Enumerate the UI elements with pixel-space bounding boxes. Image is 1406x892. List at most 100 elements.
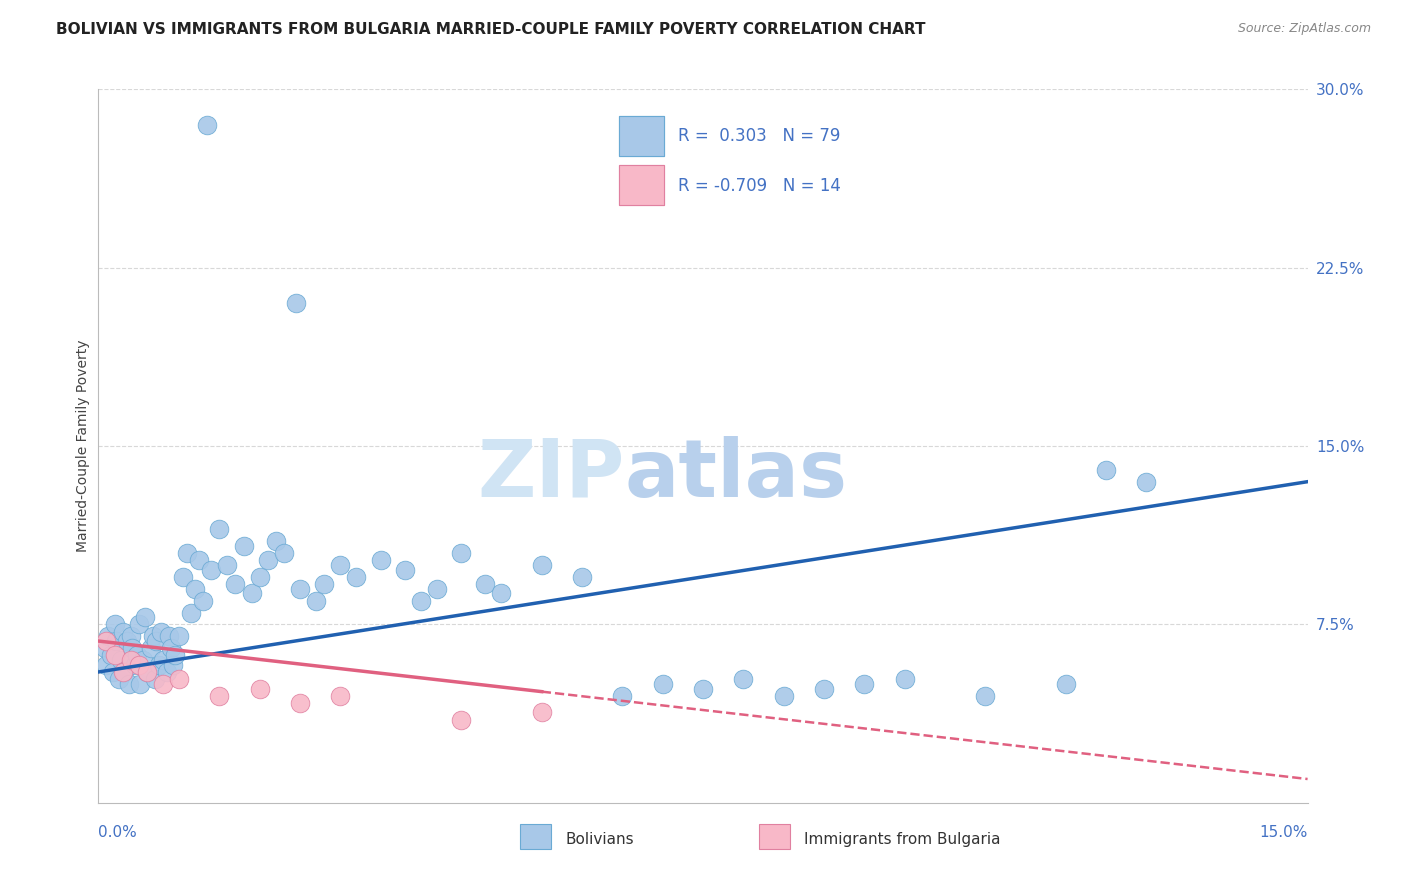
- Text: Source: ZipAtlas.com: Source: ZipAtlas.com: [1237, 22, 1371, 36]
- Point: [240, 586, 263, 600]
- Point: [208, 689, 231, 703]
- Point: [224, 577, 246, 591]
- Point: [124, 657, 146, 672]
- Point: [1095, 463, 1118, 477]
- Point: [112, 665, 135, 679]
- Point: [217, 558, 239, 572]
- Point: [115, 634, 138, 648]
- Point: [111, 665, 134, 679]
- Point: [426, 582, 449, 596]
- Point: [651, 677, 673, 691]
- Point: [853, 677, 876, 691]
- Point: [314, 577, 336, 591]
- Point: [370, 553, 392, 567]
- Point: [772, 689, 794, 703]
- Point: [129, 677, 152, 691]
- Point: [100, 648, 122, 663]
- Point: [288, 696, 311, 710]
- Point: [156, 665, 179, 679]
- Point: [409, 593, 432, 607]
- Point: [450, 546, 472, 560]
- Point: [195, 118, 218, 132]
- Point: [103, 648, 125, 663]
- Point: [172, 570, 194, 584]
- Point: [163, 648, 186, 663]
- Point: [142, 629, 165, 643]
- Point: [132, 653, 155, 667]
- Point: [394, 563, 416, 577]
- Point: [120, 629, 142, 643]
- Point: [249, 681, 271, 696]
- Text: Bolivians: Bolivians: [565, 832, 634, 847]
- Point: [160, 641, 183, 656]
- Point: [256, 553, 278, 567]
- Point: [1135, 475, 1157, 489]
- Text: R = -0.709   N = 14: R = -0.709 N = 14: [678, 177, 841, 194]
- Point: [329, 558, 352, 572]
- Point: [571, 570, 593, 584]
- Text: ZIP: ZIP: [477, 435, 624, 514]
- Point: [128, 657, 150, 672]
- Point: [305, 593, 328, 607]
- Point: [167, 672, 190, 686]
- Text: 0.0%: 0.0%: [98, 825, 138, 840]
- Point: [733, 672, 755, 686]
- Point: [162, 657, 184, 672]
- Point: [134, 610, 156, 624]
- Point: [148, 657, 170, 672]
- Point: [344, 570, 367, 584]
- Point: [94, 641, 117, 656]
- Point: [111, 624, 134, 639]
- Point: [284, 296, 307, 310]
- Point: [264, 534, 287, 549]
- Point: [103, 617, 125, 632]
- Point: [249, 570, 271, 584]
- Point: [232, 539, 254, 553]
- Point: [491, 586, 513, 600]
- Point: [139, 641, 162, 656]
- Y-axis label: Married-Couple Family Poverty: Married-Couple Family Poverty: [76, 340, 90, 552]
- Point: [152, 653, 174, 667]
- Point: [200, 563, 222, 577]
- Point: [176, 546, 198, 560]
- Point: [813, 681, 835, 696]
- Point: [121, 641, 143, 656]
- Point: [145, 634, 167, 648]
- Point: [96, 657, 118, 672]
- Text: 15.0%: 15.0%: [1260, 825, 1308, 840]
- Point: [152, 677, 174, 691]
- Point: [128, 617, 150, 632]
- Point: [107, 672, 129, 686]
- Point: [530, 558, 553, 572]
- Point: [474, 577, 496, 591]
- Point: [167, 629, 190, 643]
- Point: [120, 653, 142, 667]
- Text: BOLIVIAN VS IMMIGRANTS FROM BULGARIA MARRIED-COUPLE FAMILY POVERTY CORRELATION C: BOLIVIAN VS IMMIGRANTS FROM BULGARIA MAR…: [56, 22, 925, 37]
- Point: [273, 546, 295, 560]
- Point: [288, 582, 311, 596]
- Point: [135, 665, 157, 679]
- Point: [208, 522, 231, 536]
- Point: [96, 634, 118, 648]
- Point: [1054, 677, 1077, 691]
- Point: [110, 653, 132, 667]
- Text: atlas: atlas: [624, 435, 848, 514]
- Text: Immigrants from Bulgaria: Immigrants from Bulgaria: [804, 832, 1001, 847]
- Point: [530, 706, 553, 720]
- Point: [188, 553, 211, 567]
- Point: [97, 629, 120, 643]
- Point: [150, 624, 173, 639]
- Point: [184, 582, 207, 596]
- Point: [893, 672, 915, 686]
- Point: [450, 713, 472, 727]
- Point: [193, 593, 215, 607]
- Point: [612, 689, 634, 703]
- Point: [180, 606, 202, 620]
- Point: [143, 672, 166, 686]
- Text: R =  0.303   N = 79: R = 0.303 N = 79: [678, 128, 839, 145]
- Point: [127, 648, 149, 663]
- Point: [118, 677, 141, 691]
- Point: [692, 681, 714, 696]
- Point: [105, 634, 128, 648]
- Point: [101, 665, 124, 679]
